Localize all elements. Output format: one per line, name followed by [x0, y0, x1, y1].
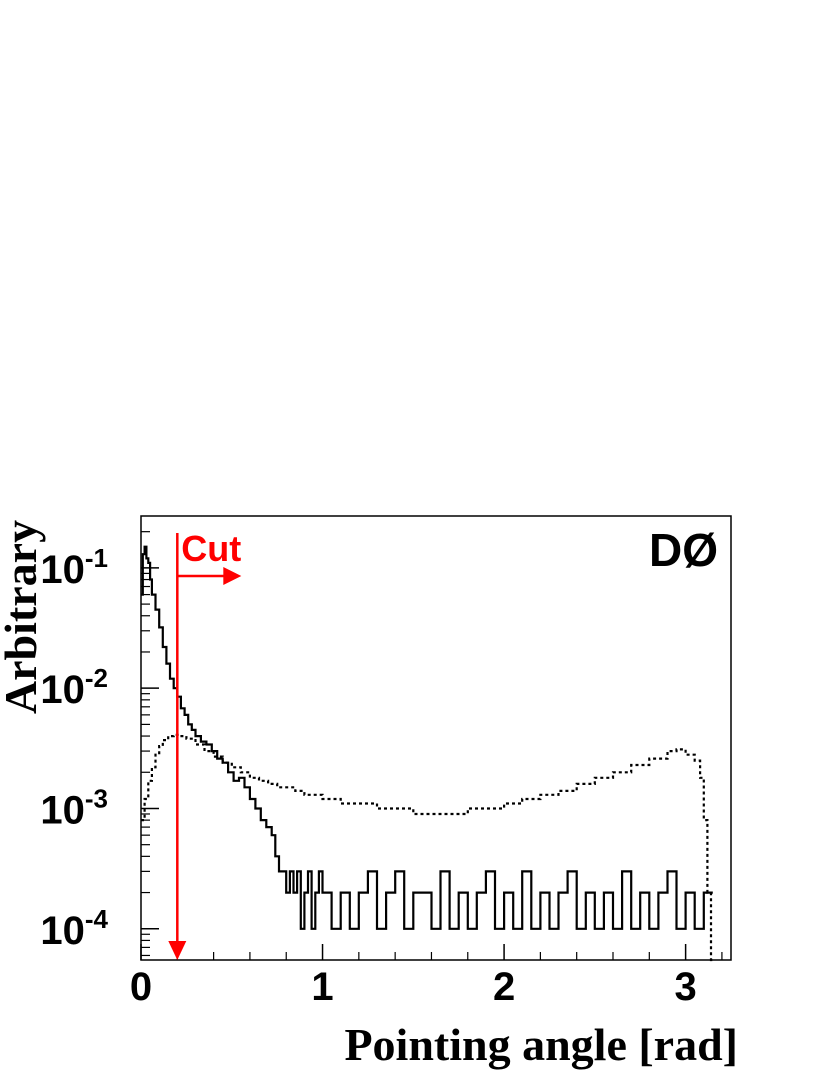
experiment-label: DØ	[649, 524, 718, 576]
x-tick-label: 2	[493, 965, 515, 1009]
ticks-layer: 0 1 2 3 10-1 10-2 10-3 10-4	[40, 531, 723, 1009]
plot-frame	[140, 515, 732, 961]
y-tick-label: 10-3	[40, 783, 108, 832]
y-axis-label: Arbitrary	[0, 520, 46, 714]
cut-right-arrowhead	[223, 567, 242, 585]
y-tick-label: 10-2	[40, 663, 108, 712]
cut-label: Cut	[181, 528, 241, 569]
y-tick-label: 10-4	[40, 904, 108, 953]
cut-down-arrowhead	[168, 941, 187, 960]
x-axis-label: Pointing angle [rad]	[344, 1019, 738, 1070]
y-tick-label: 10-1	[40, 543, 108, 592]
series-1-solid-line	[141, 545, 713, 930]
cut-annotation: Cut	[168, 528, 242, 960]
series-layer	[141, 545, 715, 962]
x-tick-label: 3	[674, 965, 696, 1009]
series-2-dotted-line	[141, 733, 715, 962]
x-tick-label: 0	[130, 965, 152, 1009]
x-tick-label: 1	[311, 965, 333, 1009]
